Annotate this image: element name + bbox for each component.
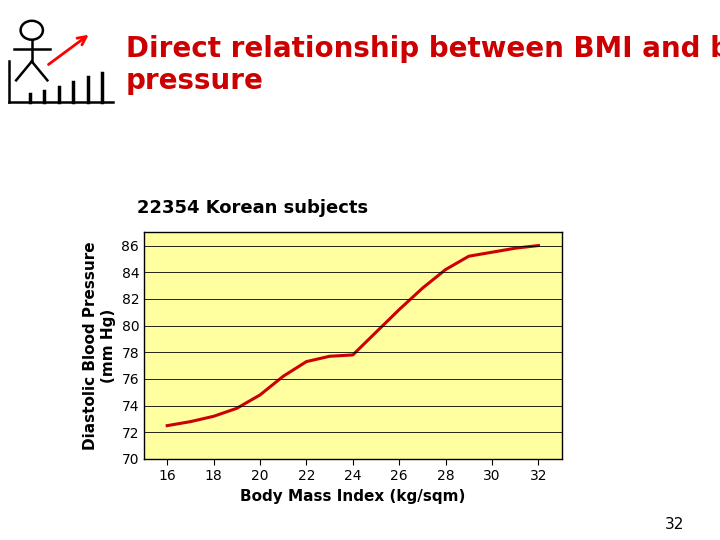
Text: 22354 Korean subjects: 22354 Korean subjects <box>137 199 368 217</box>
Text: pressure: pressure <box>126 67 264 95</box>
Y-axis label: Diastolic Blood Pressure
(mm Hg): Diastolic Blood Pressure (mm Hg) <box>84 241 116 450</box>
Text: Direct relationship between BMI and blood: Direct relationship between BMI and bloo… <box>126 35 720 63</box>
X-axis label: Body Mass Index (kg/sqm): Body Mass Index (kg/sqm) <box>240 489 466 504</box>
Text: 32: 32 <box>665 517 684 532</box>
